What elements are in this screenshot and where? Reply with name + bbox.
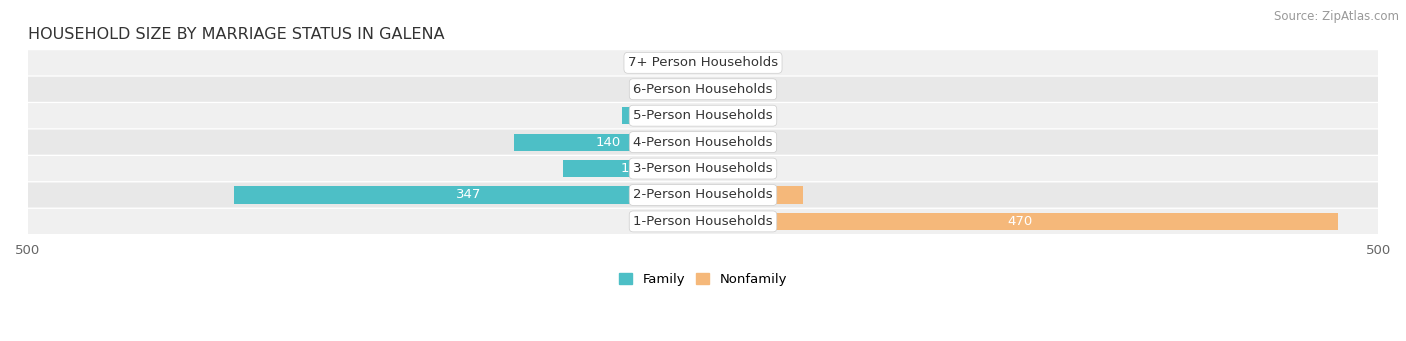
Bar [621, 107, 703, 124]
Text: 60: 60 [654, 109, 671, 122]
FancyBboxPatch shape [28, 103, 1378, 128]
Text: 470: 470 [1008, 215, 1033, 228]
Text: 7+ Person Households: 7+ Person Households [628, 56, 778, 69]
Text: 6-Person Households: 6-Person Households [633, 83, 773, 96]
Text: 0: 0 [714, 109, 723, 122]
Text: 104: 104 [620, 162, 645, 175]
Text: 2-Person Households: 2-Person Households [633, 189, 773, 202]
Text: 14: 14 [659, 83, 676, 96]
Text: 0: 0 [683, 56, 692, 69]
Bar [685, 81, 703, 98]
Text: 0: 0 [714, 136, 723, 149]
Text: 74: 74 [745, 189, 762, 202]
Bar [235, 187, 703, 204]
Text: 3-Person Households: 3-Person Households [633, 162, 773, 175]
Text: Source: ZipAtlas.com: Source: ZipAtlas.com [1274, 10, 1399, 23]
FancyBboxPatch shape [28, 50, 1378, 75]
Text: 4-Person Households: 4-Person Households [633, 136, 773, 149]
Bar [515, 134, 703, 151]
FancyBboxPatch shape [28, 77, 1378, 102]
FancyBboxPatch shape [28, 182, 1378, 208]
Text: 5-Person Households: 5-Person Households [633, 109, 773, 122]
Text: 347: 347 [456, 189, 481, 202]
Bar [703, 213, 1339, 230]
Legend: Family, Nonfamily: Family, Nonfamily [619, 273, 787, 286]
Text: 140: 140 [596, 136, 621, 149]
Bar [562, 160, 703, 177]
Text: 1-Person Households: 1-Person Households [633, 215, 773, 228]
Text: 0: 0 [714, 83, 723, 96]
Text: 0: 0 [714, 56, 723, 69]
Bar [703, 187, 803, 204]
Text: 0: 0 [714, 162, 723, 175]
FancyBboxPatch shape [28, 130, 1378, 155]
Text: HOUSEHOLD SIZE BY MARRIAGE STATUS IN GALENA: HOUSEHOLD SIZE BY MARRIAGE STATUS IN GAL… [28, 27, 444, 42]
Text: 0: 0 [683, 215, 692, 228]
FancyBboxPatch shape [28, 156, 1378, 181]
FancyBboxPatch shape [28, 209, 1378, 234]
